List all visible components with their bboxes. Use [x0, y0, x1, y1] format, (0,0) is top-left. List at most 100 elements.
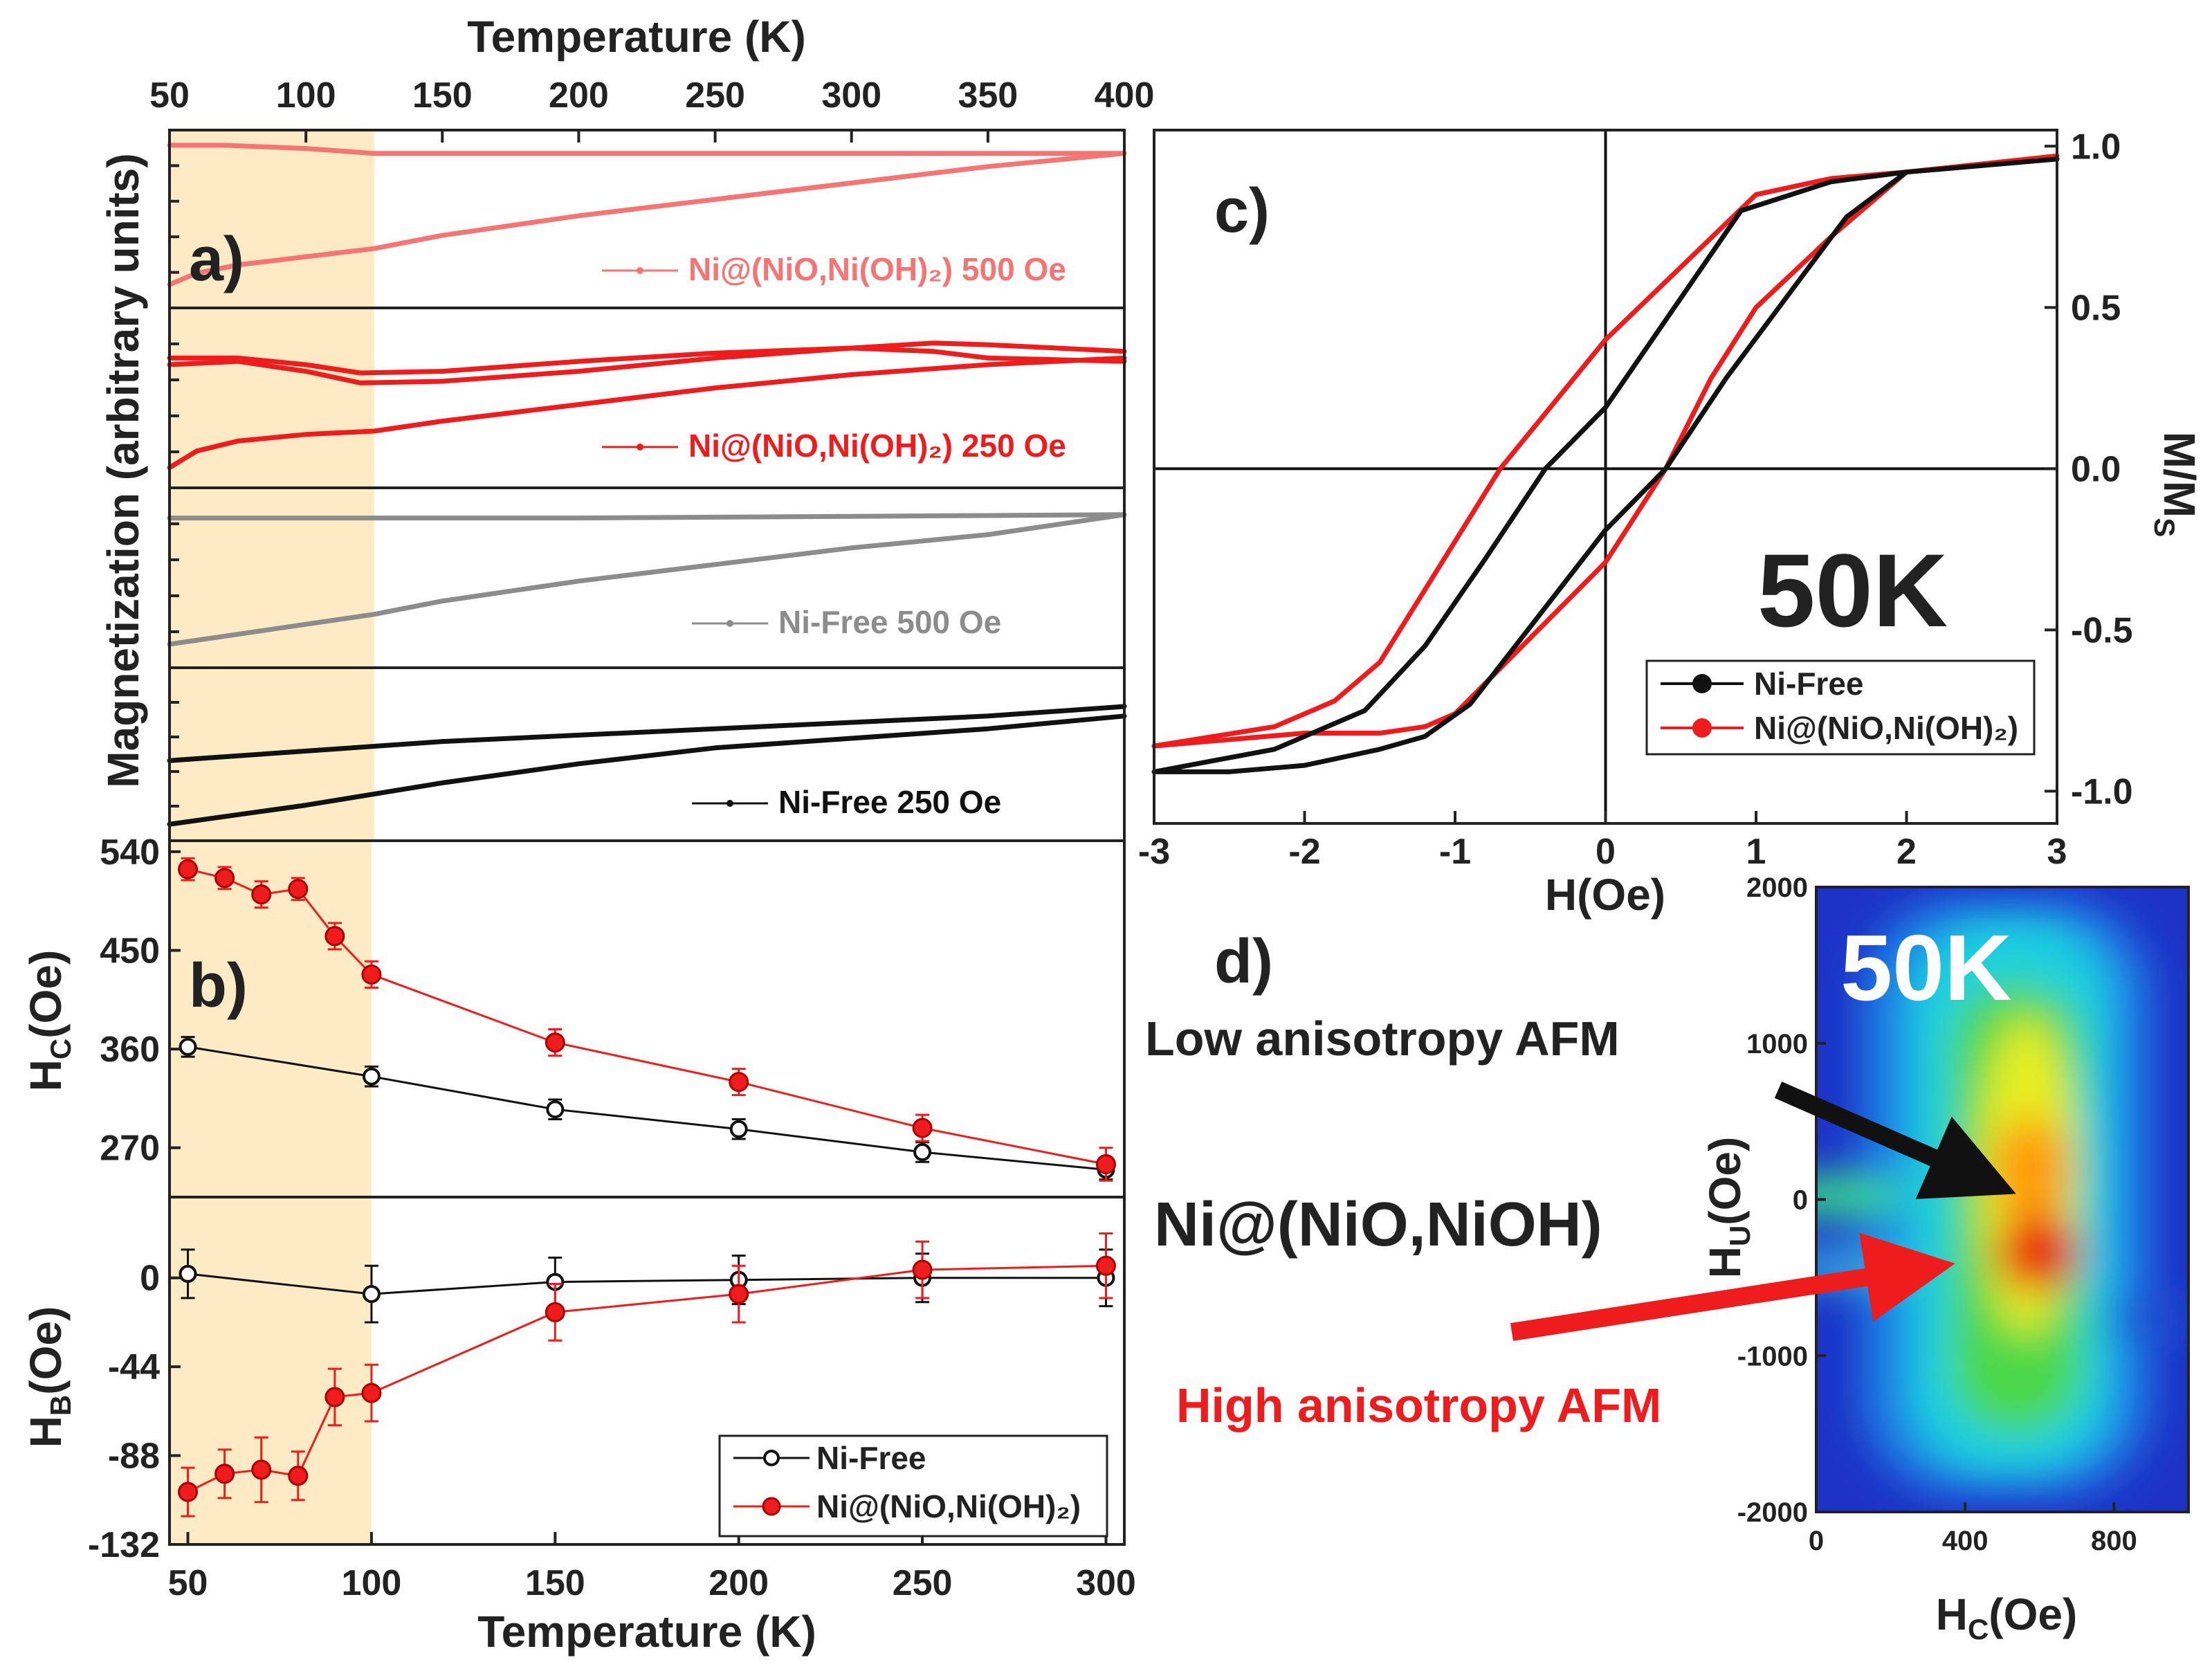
panel-a-subplot-3-curve-2 [167, 512, 1127, 647]
panel-c-label: c) [1214, 176, 1270, 246]
hb-point-2-4 [288, 1466, 309, 1486]
hc-point-1-2 [362, 1067, 381, 1086]
hc-point-1-1 [179, 1037, 197, 1056]
panel-c-xtick-label-7: 3 [2047, 832, 2067, 872]
panel-d-low-anisotropy-label: Low anisotropy AFM [1145, 1012, 1620, 1066]
panel-a-frames [168, 129, 1126, 842]
hb-point-2-3 [251, 1459, 272, 1480]
svg-text:HB(Oe): HB(Oe) [21, 1306, 77, 1448]
panel-a-legend-marker-3 [726, 620, 733, 627]
hb-ytick-label-4: 0 [140, 1259, 160, 1299]
hc-d-subscript: C [1968, 1613, 1989, 1645]
panel-a-legend-marker-4 [726, 800, 733, 807]
panel-a-subplot-1-curve-2 [167, 151, 1127, 287]
panel-b-xtick-label-6: 300 [1076, 1563, 1136, 1603]
hb-ytick-label-2: -88 [108, 1437, 160, 1477]
panel-d-xtick-label-2: 400 [1942, 1526, 1989, 1556]
panel-d-ytick-label-3: 0 [1793, 1185, 1808, 1216]
panel-b-xtick-label-1: 50 [168, 1563, 208, 1603]
panel-c-xtick-label-1: -3 [1138, 832, 1170, 872]
panel-d-ticks: 0 400 800 -2000 -1000 0 1000 2000 [1737, 873, 2137, 1556]
panel-b-bottom-y-axis-title: HB(Oe) [21, 1306, 77, 1448]
panel-c-x-axis-title: H(Oe) [1545, 870, 1665, 920]
legend-label-ni-free: Ni-Free [816, 1440, 926, 1476]
legend-marker-ni-free [763, 1450, 780, 1466]
svg-text:HU(Oe): HU(Oe) [1700, 1137, 1756, 1279]
hb-point-2-10 [1095, 1255, 1116, 1276]
panel-b-x-axis-title: Temperature (K) [477, 1607, 816, 1657]
panel-c-y-axis-title: M/MS [2148, 432, 2204, 537]
hu-unit: (Oe) [1700, 1137, 1750, 1225]
panel-d: 0 400 800 -2000 -1000 0 1000 2000 50K d) Low an… [1145, 873, 2190, 1645]
panel-a-x-ticks: 50 100 150 200 250 300 350 400 [149, 75, 1154, 143]
panel-a-highlight [170, 130, 374, 841]
legend-marker-ni-coated [762, 1497, 781, 1516]
hc-point-2-2 [214, 868, 235, 888]
panel-a-y-axis-title: Magnetization (arbitrary units) [98, 153, 148, 787]
panel-b-bottom-frame [168, 1196, 1126, 1546]
mms-main: M/M [2155, 432, 2204, 518]
hc-ytick-label-1: 270 [100, 1129, 160, 1169]
hc-symbol: H [21, 1059, 71, 1091]
panel-a-subplot-1-curve-1 [167, 143, 1127, 156]
hc-point-2-8 [729, 1072, 749, 1093]
panel-c-legend: Ni-Free Ni@(NiO,Ni(OH)₂) [1645, 659, 2036, 756]
hb-point-2-8 [729, 1284, 749, 1304]
panel-d-sample-label: Ni@(NiO,NiOH) [1154, 1190, 1602, 1259]
panel-c-ytick-label-1: -1.0 [2071, 772, 2133, 812]
hb-point-1-2 [362, 1285, 381, 1304]
panel-a-xtick-label-2: 100 [276, 75, 336, 116]
panel-d-temperature-annotation: 50K [1840, 915, 2012, 1020]
hc-point-2-5 [325, 926, 345, 947]
panel-a-legend-label-4: Ni-Free 250 Oe [778, 784, 1001, 820]
panel-c-loop-1 [1151, 156, 2060, 774]
heatmap-peak-low-anisotropy [1993, 1118, 2069, 1221]
panel-a-subplot-2-curve-2 [167, 345, 1127, 376]
hc-point-2-10 [1095, 1153, 1116, 1174]
hb-subscript: B [44, 1395, 77, 1416]
hb-point-2-5 [325, 1387, 345, 1407]
hc-point-2-6 [361, 964, 382, 985]
panel-c-frame [1153, 129, 2058, 825]
panel-a-legend-label-2: Ni@(NiO,Ni(OH)₂) 250 Oe [688, 428, 1066, 464]
hc-point-1-3 [546, 1100, 565, 1119]
hb-point-2-6 [361, 1383, 382, 1403]
hb-line-1 [188, 1273, 1106, 1295]
panel-a-legend-marker-1 [637, 267, 643, 274]
panel-a-legend-marker-2 [637, 444, 643, 450]
svg-text:M/MS: M/MS [2148, 432, 2204, 537]
panel-c-ytick-label-3: 0.0 [2071, 449, 2121, 489]
hc-ytick-label-3: 450 [100, 931, 160, 971]
panel-c-legend-box [1645, 659, 2036, 756]
panel-c-xtick-label-2: -2 [1288, 832, 1320, 872]
panel-d-y-axis-title: HU(Oe) [1700, 1137, 1756, 1279]
panel-d-label: d) [1214, 927, 1273, 996]
legend-label-ni-coated: Ni@(NiO,Ni(OH)₂) [816, 1488, 1081, 1524]
panel-c-ytick-label-4: 0.5 [2071, 288, 2121, 328]
hc-point-2-7 [545, 1032, 565, 1053]
panel-d-x-axis-title: HC(Oe) [1936, 1589, 2078, 1645]
panel-a-subplot-2-curve-3 [167, 355, 1127, 471]
panel-b-top-y-axis-title: HC(Oe) [21, 950, 77, 1092]
panel-c-ytick-label-2: -0.5 [2071, 610, 2133, 650]
panel-c-xtick-label-4: 0 [1596, 832, 1616, 872]
panel-a-x-axis-title: Temperature (K) [467, 12, 806, 62]
panel-d-ytick-label-4: 1000 [1746, 1029, 1808, 1059]
hc-unit: (Oe) [21, 950, 71, 1039]
panel-b-top-plot: 270 360 450 540 [100, 832, 1116, 1182]
panel-a-xtick-label-6: 300 [821, 75, 881, 116]
high-anisotropy-arrow [1510, 1232, 1955, 1341]
heatmap-right-dark-spot [2103, 1300, 2188, 1336]
panel-b-xtick-label-3: 150 [525, 1563, 585, 1603]
c-legend-marker-ni-free [1692, 674, 1712, 693]
mms-subscript: S [2148, 518, 2181, 537]
panel-a-xtick-label-8: 400 [1095, 75, 1155, 116]
panel-a-xtick-label-4: 200 [549, 75, 609, 116]
panel-a-subplot-4-curve-1 [167, 704, 1127, 763]
panel-a-subplot-2-curve-1 [167, 340, 1127, 385]
heatmap-peak-high-anisotropy [1996, 1214, 2079, 1291]
hb-unit: (Oe) [21, 1306, 71, 1395]
panel-c-xtick-label-5: 1 [1746, 832, 1766, 872]
panel-b-highlight [170, 841, 372, 1544]
